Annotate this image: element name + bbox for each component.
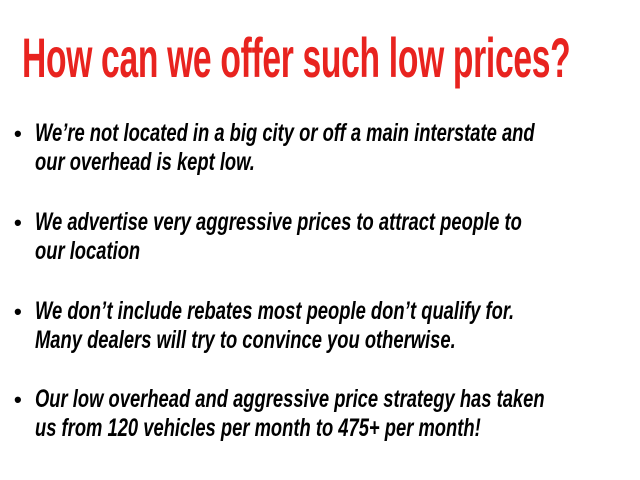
bullet-text: We advertise very aggressive prices to a… (35, 208, 522, 265)
bullet-icon: • (14, 387, 22, 412)
page-title: How can we offer such low prices? (22, 26, 571, 89)
bullet-text: We don’t include rebates most people don… (35, 297, 515, 354)
bullet-icon: • (14, 210, 22, 235)
bullet-icon: • (14, 121, 22, 146)
bullet-text: Our low overhead and aggressive price st… (35, 385, 545, 442)
bullet-icon: • (14, 299, 22, 324)
bullet-text: We’re not located in a big city or off a… (35, 119, 535, 176)
